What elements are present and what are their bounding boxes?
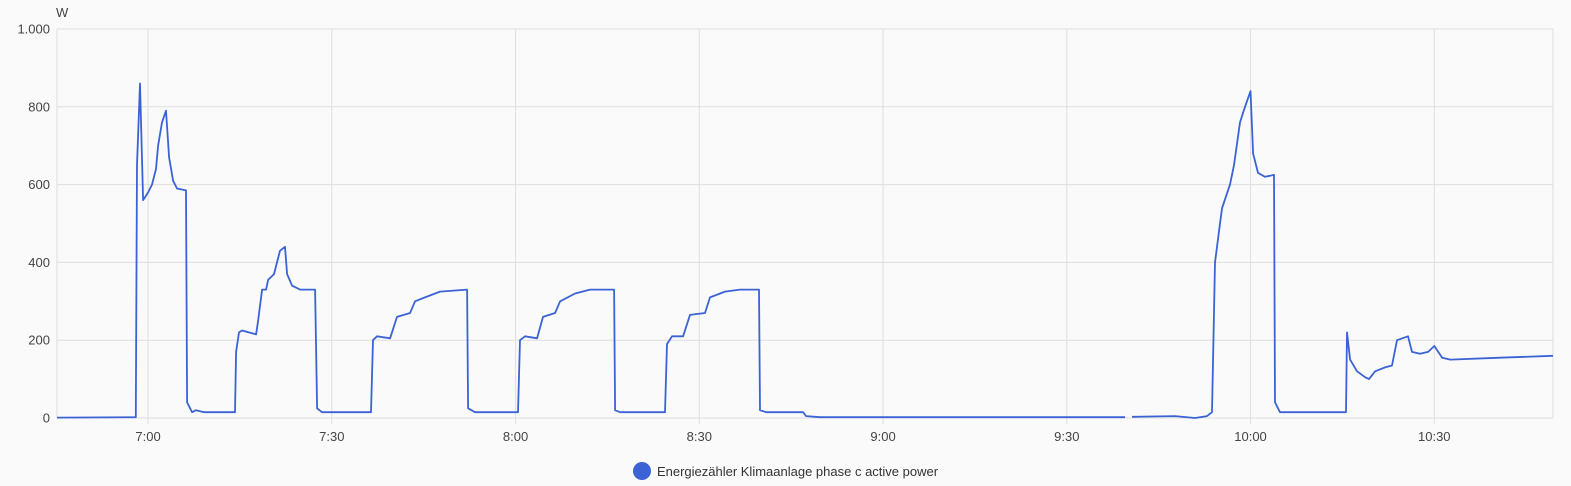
x-tick-label: 9:00 [870, 429, 895, 444]
y-tick-label: 200 [28, 333, 50, 348]
x-tick-label: 7:30 [319, 429, 344, 444]
x-tick-label: 8:00 [503, 429, 528, 444]
x-tick-label: 10:30 [1418, 429, 1451, 444]
line-chart: 0 200 400 600 800 1.000 7:00 7:30 8:00 8:30 9:00 9… [17, 5, 1554, 444]
y-axis-unit-label: W [56, 5, 69, 20]
x-tick-label: 7:00 [135, 429, 160, 444]
y-tick-label: 1.000 [17, 22, 50, 37]
y-tick-label: 0 [43, 411, 50, 426]
x-tick-label: 8:30 [687, 429, 712, 444]
y-tick-label: 600 [28, 177, 50, 192]
y-tick-label: 400 [28, 255, 50, 270]
x-tick-label: 10:00 [1234, 429, 1267, 444]
legend-color-dot-icon [632, 462, 651, 480]
legend-label: Energiezähler Klimaanlage phase c active… [656, 463, 939, 479]
series-line [56, 82, 1554, 419]
x-tick-label: 9:30 [1054, 429, 1079, 444]
y-tick-label: 800 [28, 99, 50, 114]
legend: Energiezähler Klimaanlage phase c active… [0, 462, 1571, 483]
legend-item-series[interactable]: Energiezähler Klimaanlage phase c active… [632, 462, 939, 480]
